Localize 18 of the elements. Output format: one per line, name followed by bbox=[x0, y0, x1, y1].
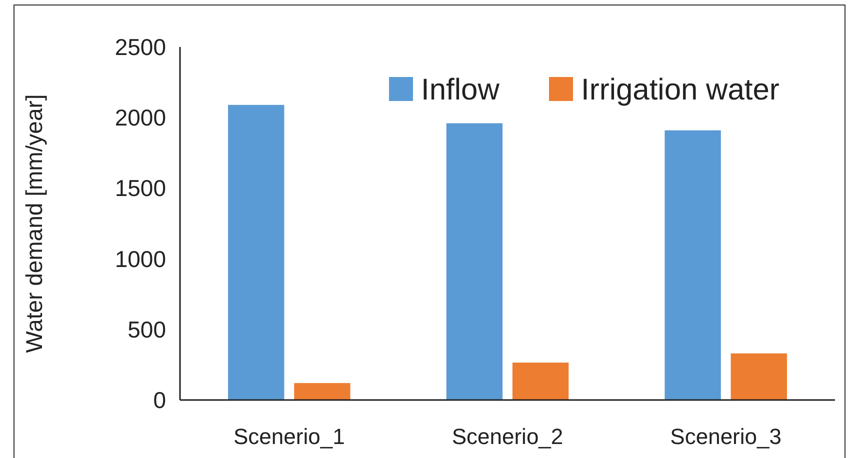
bar bbox=[446, 123, 503, 400]
legend-label: Inflow bbox=[421, 74, 500, 106]
bar bbox=[294, 383, 350, 400]
y-tick-label: 2500 bbox=[114, 34, 166, 60]
legend-label: Irrigation water bbox=[581, 74, 780, 106]
y-tick-label: 0 bbox=[153, 387, 166, 413]
y-tick-label: 500 bbox=[128, 316, 166, 342]
bar bbox=[664, 130, 721, 400]
y-tick-label: 1500 bbox=[114, 175, 166, 202]
y-tick-label: 1000 bbox=[114, 246, 166, 272]
x-tick-label: Scenerio_3 bbox=[670, 424, 782, 449]
x-tick-label: Scenerio_1 bbox=[234, 424, 345, 449]
y-tick-label: 2000 bbox=[114, 104, 166, 131]
y-axis-title: Water demand [mm/year] bbox=[21, 94, 47, 353]
x-tick-label: Scenerio_2 bbox=[452, 424, 564, 449]
bar bbox=[228, 104, 284, 400]
bar bbox=[512, 362, 569, 400]
bar bbox=[730, 353, 787, 400]
